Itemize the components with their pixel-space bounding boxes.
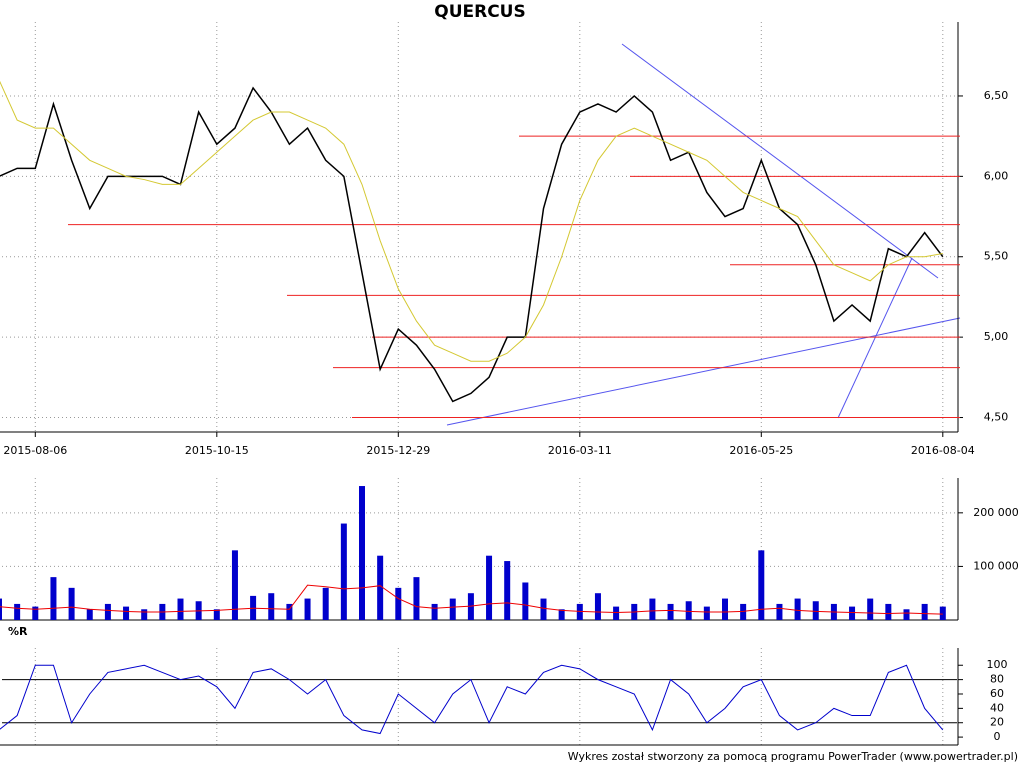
bar xyxy=(86,609,93,620)
bar xyxy=(758,550,765,620)
bar xyxy=(377,555,384,620)
panel-title: %R xyxy=(8,625,28,638)
bar xyxy=(667,603,674,620)
bar xyxy=(68,587,75,620)
bar xyxy=(177,598,184,620)
chart-title: QUERCUS xyxy=(434,2,525,22)
x-tick-label: 2015-12-29 xyxy=(366,444,430,457)
bar xyxy=(268,593,275,620)
bar xyxy=(649,598,656,620)
series-line xyxy=(0,664,944,735)
x-tick-label: 2015-08-06 xyxy=(3,444,67,457)
y-tick-label: 0 xyxy=(994,730,1001,743)
bar xyxy=(722,598,728,620)
bar xyxy=(794,598,801,620)
y-tick-label: 40 xyxy=(990,701,1004,714)
y-tick-label: 5,50 xyxy=(984,250,1009,263)
bar xyxy=(776,603,783,620)
y-tick-label: 100 xyxy=(987,658,1008,671)
bar xyxy=(322,587,329,620)
bar xyxy=(812,601,819,620)
bar xyxy=(286,603,293,620)
bar xyxy=(213,609,220,620)
series-line xyxy=(0,80,943,362)
y-tick-label: 4,50 xyxy=(984,411,1009,424)
y-tick-label: 80 xyxy=(990,673,1004,686)
series-line xyxy=(0,584,943,615)
bar xyxy=(123,606,130,620)
bar xyxy=(921,603,928,620)
x-tick-label: 2016-03-11 xyxy=(548,444,612,457)
bar xyxy=(141,609,148,620)
x-tick-label: 2015-10-15 xyxy=(185,444,249,457)
bar xyxy=(540,598,547,620)
y-tick-label: 6,00 xyxy=(984,169,1009,182)
bar xyxy=(413,577,420,620)
bar xyxy=(104,603,111,620)
x-tick-label: 2016-05-25 xyxy=(729,444,793,457)
bar xyxy=(867,598,874,620)
bar xyxy=(903,609,910,620)
bar xyxy=(50,577,57,620)
bar xyxy=(231,550,238,620)
bar xyxy=(594,593,601,620)
y-tick-label: 6,50 xyxy=(984,89,1009,102)
bar xyxy=(340,523,347,620)
y-tick-label: 60 xyxy=(990,687,1004,700)
bar xyxy=(685,601,692,620)
bar xyxy=(486,555,493,620)
y-tick-label: 5,00 xyxy=(984,330,1009,343)
bar xyxy=(32,606,39,620)
x-tick-label: 2016-08-04 xyxy=(911,444,975,457)
footer: Wykres został stworzony za pomocą progra… xyxy=(568,750,1018,763)
bar xyxy=(613,606,620,620)
series-line xyxy=(0,86,944,403)
bar xyxy=(359,486,365,620)
bar xyxy=(14,603,21,620)
trend-lines xyxy=(446,43,961,426)
y-tick-label: 100 000 xyxy=(973,559,1019,572)
bar xyxy=(431,603,438,620)
bar xyxy=(467,593,474,620)
bar xyxy=(703,606,710,620)
bar xyxy=(558,609,565,620)
y-tick-label: 200 000 xyxy=(973,506,1019,519)
bar xyxy=(522,582,529,620)
bar xyxy=(939,606,946,620)
bar xyxy=(304,598,311,620)
bar xyxy=(504,561,511,620)
bar xyxy=(576,603,583,620)
bar xyxy=(449,598,456,620)
bar xyxy=(885,603,892,620)
bar xyxy=(849,606,856,620)
bar xyxy=(740,603,747,620)
bar xyxy=(0,598,2,620)
y-tick-label: 20 xyxy=(990,716,1004,729)
bar xyxy=(395,587,402,620)
